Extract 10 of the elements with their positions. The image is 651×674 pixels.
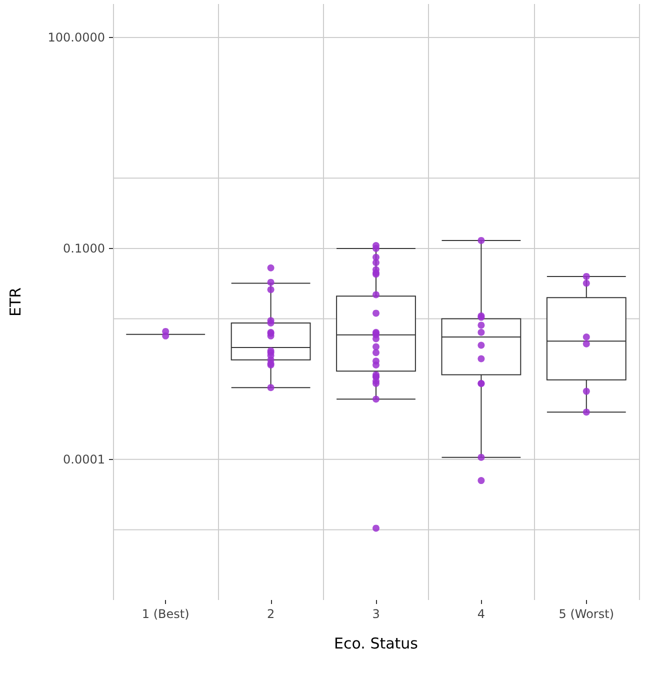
y-tick-label: 0.1000 [63, 241, 105, 256]
x-tick-label: 1 (Best) [142, 607, 190, 621]
x-tick-label: 3 [372, 607, 380, 621]
x-tick-label: 2 [266, 607, 275, 621]
x-tick-label: 5 (Worst) [558, 607, 614, 621]
x-axis-title: Eco. Status [334, 634, 418, 652]
y-axis-title: ETR [6, 287, 24, 317]
y-tick-label: 0.0001 [63, 452, 105, 466]
y-tick-label: 100.0000 [48, 30, 105, 45]
x-tick-label: 4 [477, 607, 486, 621]
